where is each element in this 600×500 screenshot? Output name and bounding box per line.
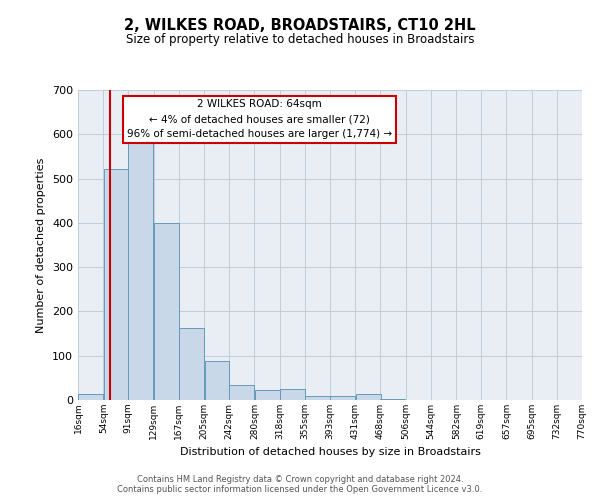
- Bar: [128, 143, 153, 400]
- Bar: [229, 384, 254, 400]
- Bar: [356, 394, 380, 400]
- Bar: [255, 390, 280, 400]
- Bar: [330, 396, 355, 400]
- Bar: [104, 169, 128, 400]
- Bar: [179, 328, 204, 400]
- Bar: [205, 361, 229, 400]
- Bar: [154, 223, 179, 400]
- Bar: [305, 396, 330, 400]
- Bar: [380, 398, 405, 400]
- Text: Contains public sector information licensed under the Open Government Licence v3: Contains public sector information licen…: [118, 485, 482, 494]
- X-axis label: Distribution of detached houses by size in Broadstairs: Distribution of detached houses by size …: [179, 448, 481, 458]
- Text: Size of property relative to detached houses in Broadstairs: Size of property relative to detached ho…: [126, 32, 474, 46]
- Bar: [280, 389, 305, 400]
- Bar: [78, 394, 103, 400]
- Text: Contains HM Land Registry data © Crown copyright and database right 2024.: Contains HM Land Registry data © Crown c…: [137, 475, 463, 484]
- Text: 2, WILKES ROAD, BROADSTAIRS, CT10 2HL: 2, WILKES ROAD, BROADSTAIRS, CT10 2HL: [124, 18, 476, 32]
- Text: 2 WILKES ROAD: 64sqm
← 4% of detached houses are smaller (72)
96% of semi-detach: 2 WILKES ROAD: 64sqm ← 4% of detached ho…: [127, 100, 392, 139]
- Y-axis label: Number of detached properties: Number of detached properties: [37, 158, 46, 332]
